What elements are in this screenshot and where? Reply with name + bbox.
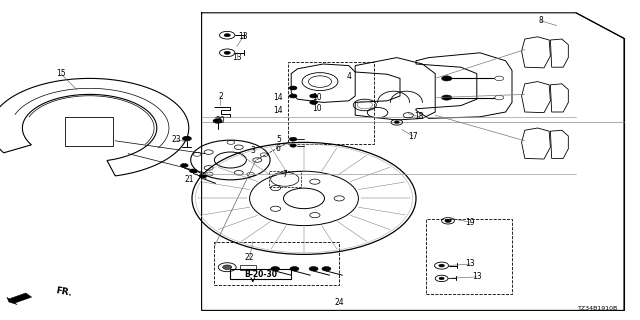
Polygon shape [7,297,17,305]
Text: 17: 17 [408,132,418,140]
Text: 10: 10 [312,93,322,102]
Circle shape [224,51,230,54]
Text: 13: 13 [472,272,482,281]
Text: 13: 13 [238,32,248,41]
Text: 14: 14 [273,93,284,102]
Circle shape [439,264,444,267]
Circle shape [189,169,197,173]
Circle shape [495,95,504,100]
Text: 5: 5 [276,135,281,144]
Circle shape [199,174,207,178]
Text: 3: 3 [250,146,255,155]
Circle shape [271,267,280,271]
Circle shape [309,267,318,271]
Polygon shape [9,293,32,303]
Circle shape [289,86,297,90]
Circle shape [289,137,297,141]
Text: 7: 7 [282,170,287,179]
Text: TZ34B1910B: TZ34B1910B [579,306,618,311]
Text: 15: 15 [56,69,66,78]
Circle shape [394,121,399,124]
Text: 4: 4 [346,72,351,81]
Circle shape [495,76,504,81]
Circle shape [442,95,452,100]
Text: 24: 24 [334,298,344,307]
Circle shape [213,119,222,123]
Text: 14: 14 [273,106,284,115]
Text: 10: 10 [312,104,322,113]
Circle shape [442,76,452,81]
Text: 20: 20 [216,116,226,124]
Text: 18: 18 [415,112,424,121]
Circle shape [322,267,331,271]
Text: FR.: FR. [55,286,73,298]
Text: 6: 6 [276,144,281,153]
Circle shape [182,136,191,141]
Text: 23: 23 [171,135,181,144]
Circle shape [290,267,299,271]
Circle shape [445,219,451,222]
Text: 2: 2 [218,92,223,100]
Text: 13: 13 [232,53,242,62]
Circle shape [223,265,232,269]
Circle shape [310,94,317,98]
Text: 22: 22 [245,253,254,262]
Circle shape [290,144,296,147]
Circle shape [439,277,444,280]
Text: 21: 21 [184,175,193,184]
Circle shape [224,34,230,37]
Circle shape [289,94,297,98]
Circle shape [180,164,188,167]
Text: B-20-30: B-20-30 [244,270,277,279]
Text: 19: 19 [465,218,476,227]
Circle shape [310,100,317,104]
Text: 8: 8 [538,16,543,25]
Text: 13: 13 [465,260,476,268]
